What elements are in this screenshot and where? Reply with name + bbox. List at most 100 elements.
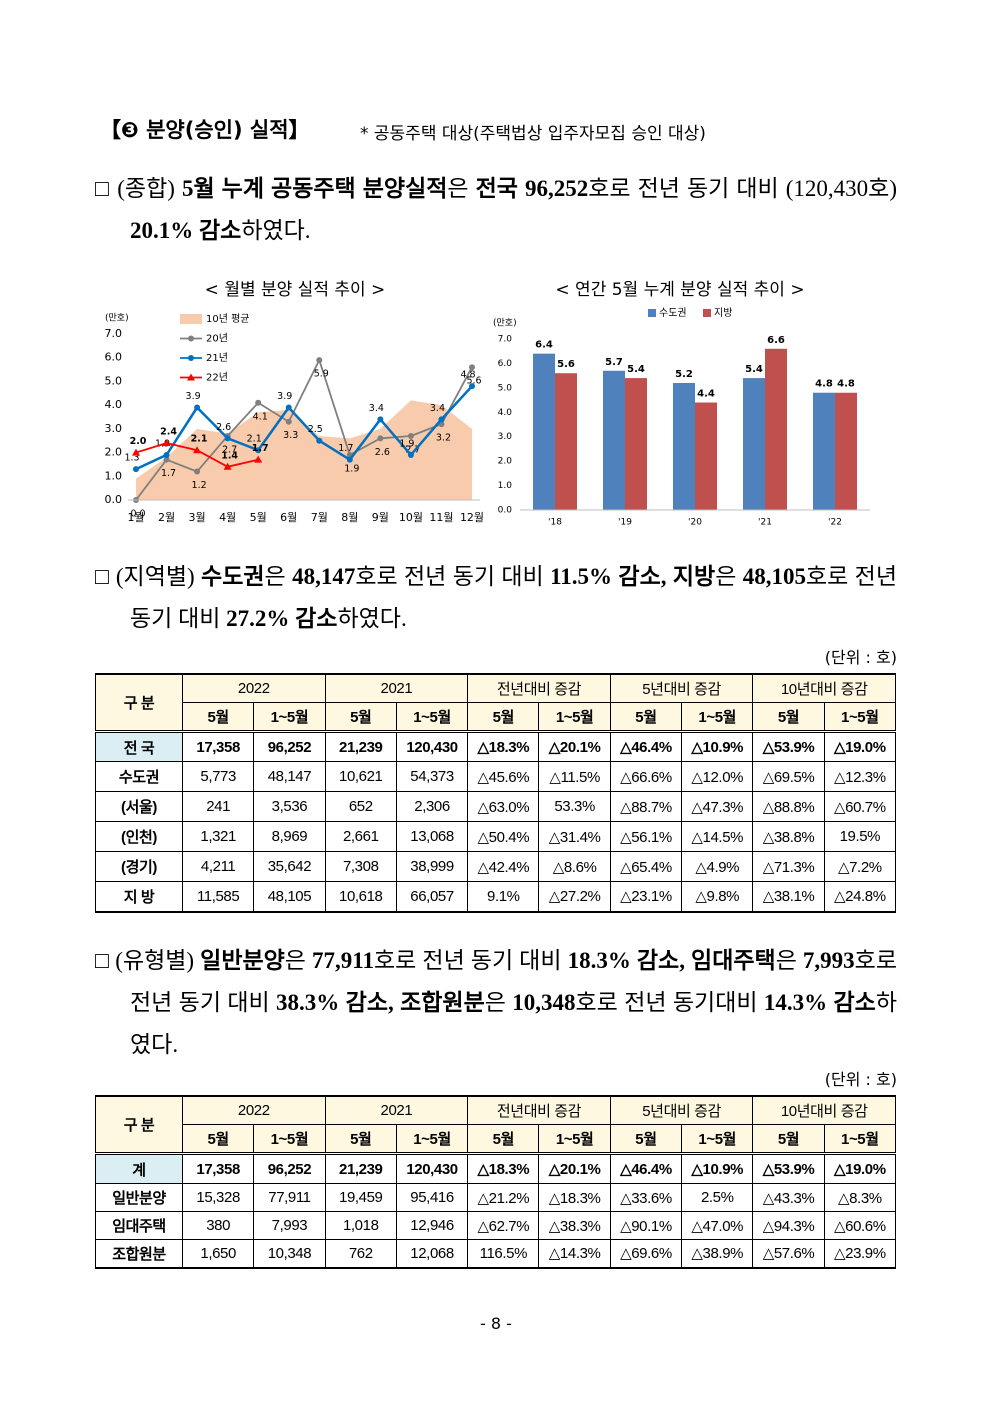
table-cell: △66.6% — [609, 761, 683, 792]
legend-marker — [187, 373, 195, 381]
bar — [835, 392, 857, 510]
point — [438, 416, 445, 423]
bar — [695, 402, 717, 510]
table-cell: △47.0% — [681, 1211, 754, 1240]
table-cell: △71.3% — [752, 851, 825, 882]
table-cell: △23.1% — [609, 881, 683, 913]
data-label: 2.1 — [191, 434, 208, 445]
table-cell: △18.3% — [467, 1153, 540, 1184]
header-cell: 1~5월 — [823, 1124, 896, 1155]
table-cell: △8.3% — [823, 1183, 896, 1212]
y-tick-label: 6.0 — [498, 359, 513, 369]
table-cell: △8.6% — [538, 851, 611, 882]
point — [163, 451, 170, 458]
table-cell: △18.3% — [538, 1183, 611, 1212]
table-cell: △42.4% — [467, 851, 540, 882]
table-cell: 77,911 — [253, 1183, 326, 1212]
data-label: 2.7 — [222, 444, 237, 455]
x-tick-label: '19 — [618, 518, 632, 528]
y-tick-label: 2.0 — [105, 446, 123, 459]
point — [255, 399, 262, 406]
header-cell: 2021 — [324, 1095, 469, 1125]
paragraph-text: 수도권 — [201, 564, 265, 589]
paragraph-text: 은 — [715, 564, 743, 589]
header-row: 5월 1~5월 5월 1~5월 5월 1~5월 5월 1~5월 5월 1~5월 — [96, 1124, 896, 1155]
table-cell: △60.6% — [823, 1211, 896, 1240]
paragraph-text: 은 — [264, 564, 293, 589]
table-cell: △21.2% — [467, 1183, 540, 1212]
bar — [813, 392, 835, 510]
header-cell: 5월 — [467, 1124, 540, 1155]
table-cell: △45.6% — [467, 761, 540, 792]
table-cell: 48,105 — [253, 881, 326, 913]
y-axis-label: (만호) — [493, 318, 517, 329]
data-label: 1.9 — [344, 463, 359, 474]
unit-label: (단위 : 호) — [824, 1070, 897, 1089]
table-cell: △56.1% — [609, 821, 683, 852]
paragraph-text: 은 — [775, 948, 803, 973]
table-cell: 95,416 — [395, 1183, 469, 1212]
table-cell: 54,373 — [395, 761, 469, 792]
data-label: 5.6 — [557, 359, 575, 370]
line — [135, 357, 473, 501]
data-label: 5.4 — [745, 364, 763, 375]
table-row: 전 국 17,358 96,252 21,239 120,430 △18.3% △20.1%… — [95, 731, 896, 762]
data-label: 5.9 — [314, 369, 329, 380]
table-cell: △19.0% — [823, 1153, 896, 1184]
paragraph-text: 호로 전년 동기 대비 — [374, 948, 568, 973]
table-row: (경기) 4,211 35,642 7,308 38,999 △42.4% △8.6% △65… — [95, 851, 896, 882]
legend-label: 지방 — [714, 307, 732, 319]
point — [224, 435, 231, 442]
y-tick-label: 4.0 — [105, 398, 123, 411]
table-cell: △65.4% — [609, 851, 683, 882]
table-cell: 17,358 — [181, 731, 255, 762]
table-cell: △38.8% — [752, 821, 825, 852]
y-tick-label: 7.0 — [498, 335, 513, 345]
point — [133, 466, 139, 473]
table-row: 일반분양 15,328 77,911 19,459 95,416 △21.2% △18.3%… — [95, 1183, 896, 1212]
table-cell: 19.5% — [823, 821, 896, 852]
paragraph-text: 14.3% 감소 — [763, 990, 876, 1015]
header-cell: 5년대비 증감 — [609, 673, 754, 703]
x-tick-label: 6월 — [280, 511, 297, 524]
point — [194, 404, 201, 411]
point — [346, 456, 353, 463]
paragraph-text: 호로 전년 동기대비 — [575, 990, 764, 1015]
header-cell: 전년대비 증감 — [467, 1095, 611, 1125]
point — [407, 451, 414, 458]
paragraph-text: 하였다. — [241, 218, 311, 243]
table-cell: △90.1% — [609, 1211, 683, 1240]
data-label: 3.9 — [186, 391, 201, 402]
bar — [533, 353, 555, 510]
table-cell: △63.0% — [467, 791, 540, 822]
table-cell: 10,348 — [253, 1239, 326, 1269]
row-label: 전 국 — [95, 731, 183, 762]
paragraph-text: 하였다. — [337, 606, 407, 631]
point — [316, 437, 323, 444]
header-cell: 1~5월 — [253, 702, 326, 733]
table-cell: 120,430 — [395, 1153, 469, 1184]
legend-marker — [188, 355, 194, 361]
data-label: 1.7 — [161, 468, 176, 479]
table-cell: △7.2% — [823, 851, 896, 882]
data-label: 2.6 — [216, 422, 231, 433]
table-cell: 1,321 — [181, 821, 255, 852]
paragraph-text: 은 — [284, 948, 313, 973]
table-cell: △38.3% — [538, 1211, 611, 1240]
table-cell: 241 — [181, 791, 255, 822]
section-title: 【❸ 분양(승인) 실적】 — [100, 118, 310, 142]
x-tick-label: 2월 — [158, 511, 175, 524]
row-label: 임대주택 — [95, 1211, 183, 1240]
table-cell: △12.3% — [823, 761, 896, 792]
table-cell: 96,252 — [253, 1153, 326, 1184]
bar — [765, 348, 787, 510]
point — [469, 383, 475, 390]
header-cell: 10년대비 증감 — [752, 673, 896, 703]
row-label: 일반분양 — [95, 1183, 183, 1212]
data-label: 4.8 — [815, 379, 833, 390]
line — [135, 385, 473, 471]
point — [194, 468, 201, 475]
table-cell: 8,969 — [253, 821, 326, 852]
chart-title: < 연간 5월 누계 분양 실적 추이 > — [555, 280, 804, 300]
